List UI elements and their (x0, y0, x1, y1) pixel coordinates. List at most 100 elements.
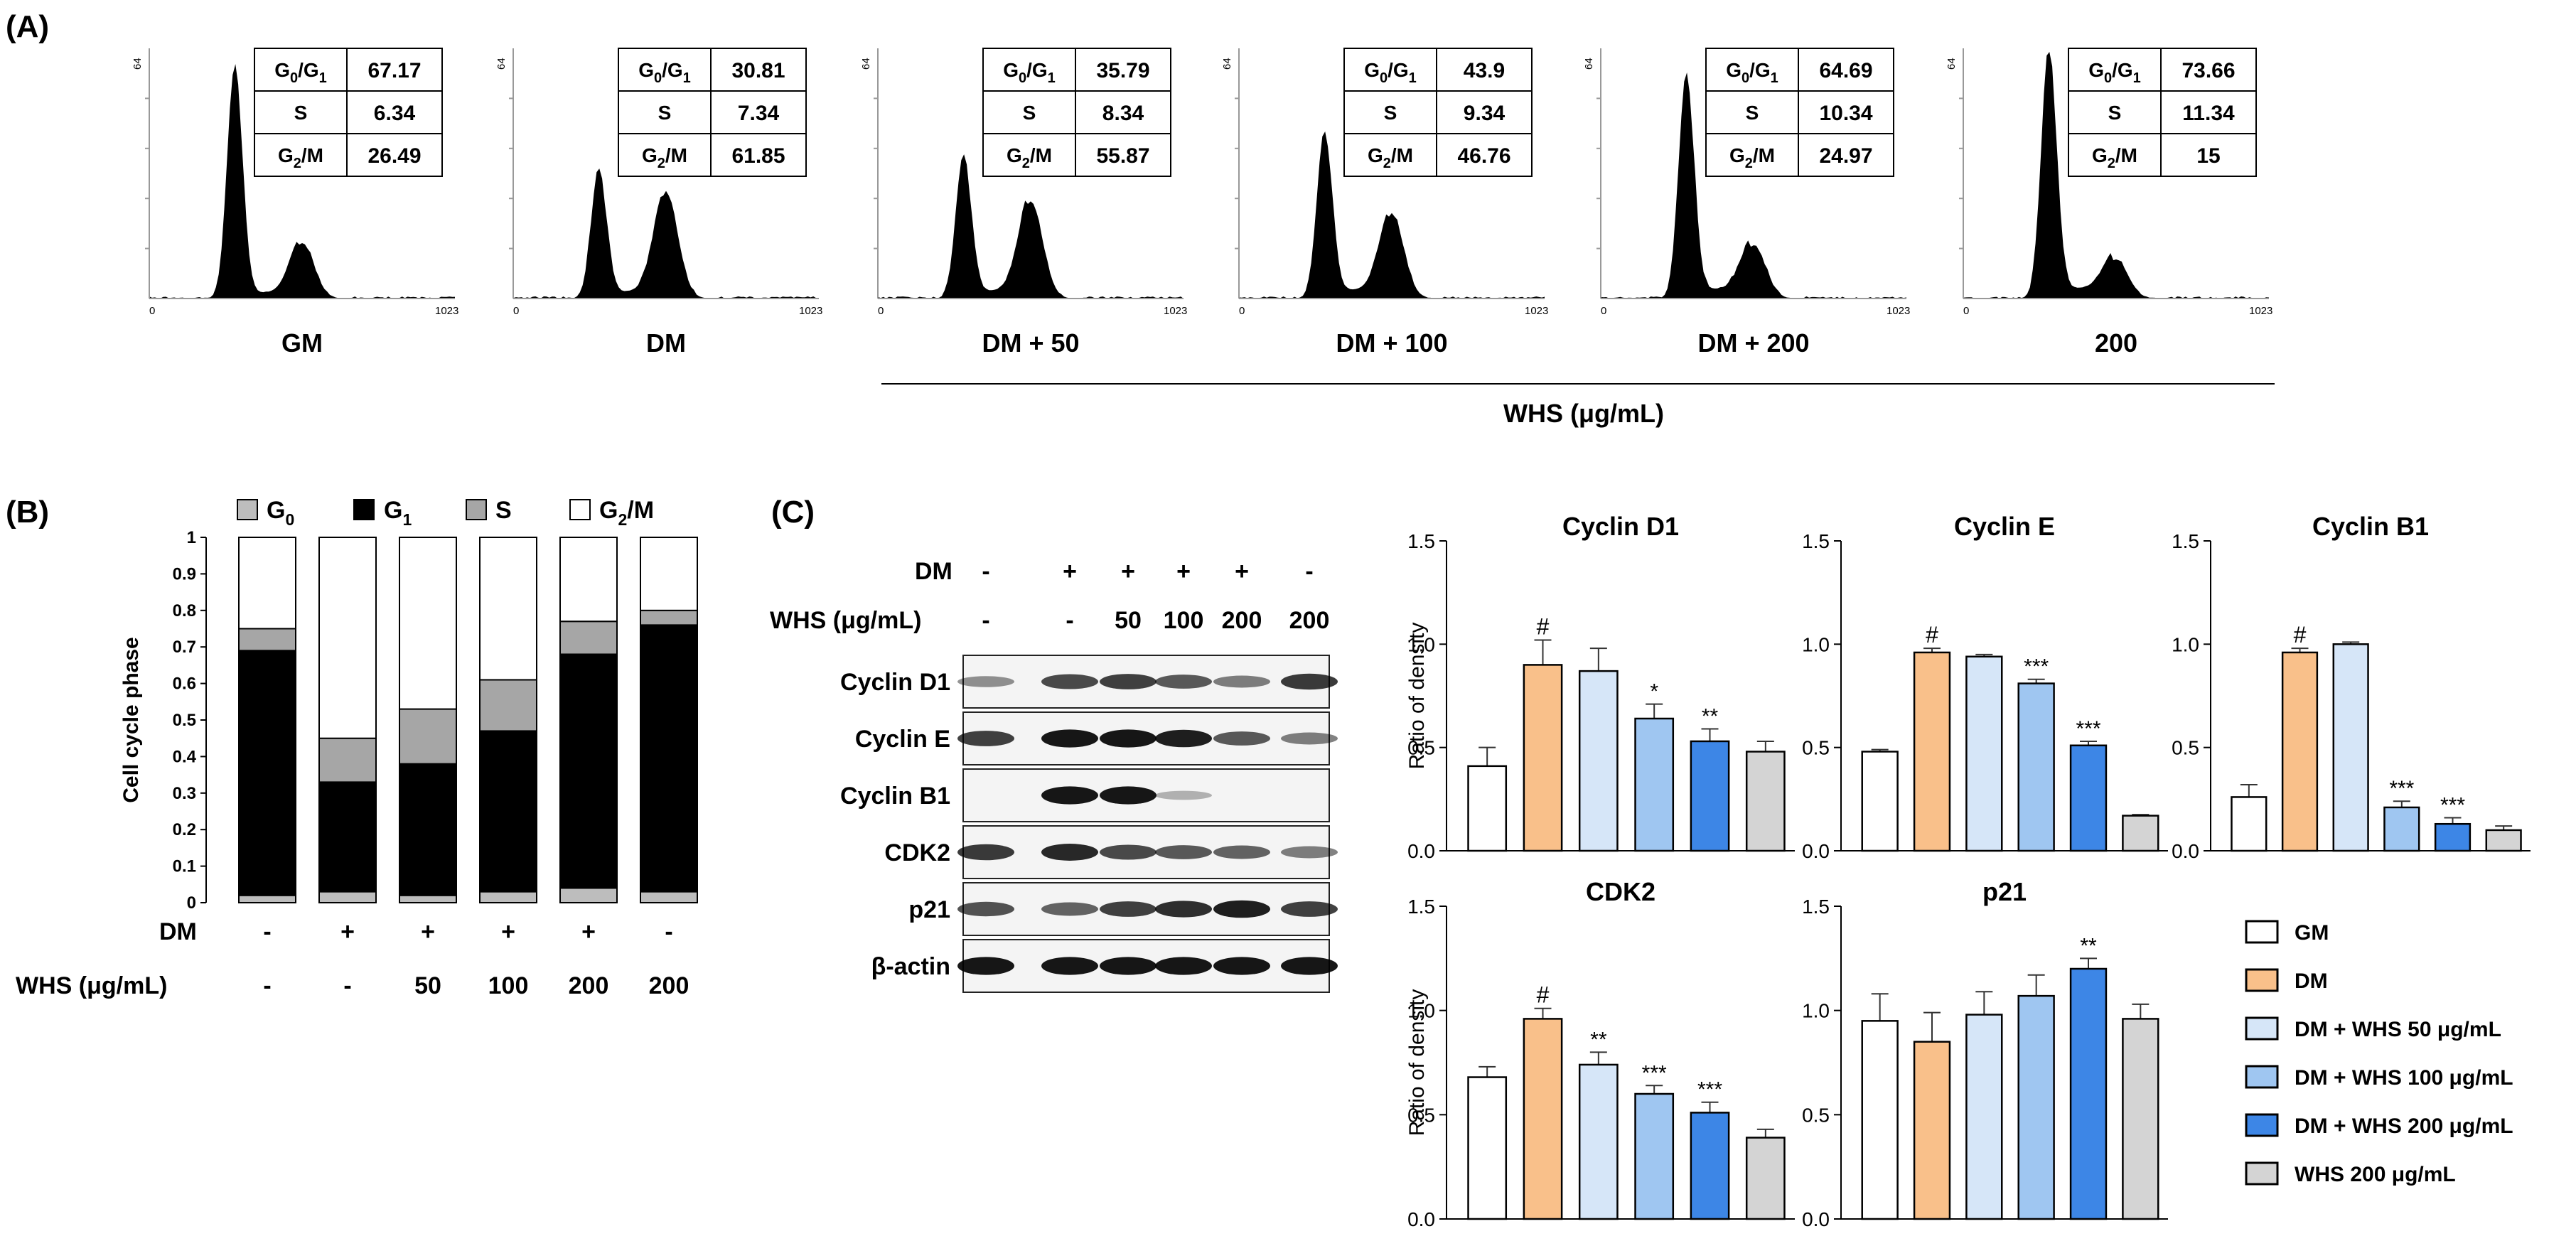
significance-mark: ** (2080, 934, 2097, 957)
density-y-tick-label: 0.5 (1802, 737, 1830, 759)
table-value-g0g1: 64.69 (1819, 59, 1872, 82)
stacked-segment-g1 (239, 650, 296, 895)
flow-axis-top: 64 (860, 58, 872, 70)
flow-axis-zero: 0 (1239, 305, 1245, 317)
dm-sign: + (581, 918, 596, 945)
whs-dose: 50 (414, 972, 441, 999)
density-bar (1579, 671, 1617, 851)
density-bar (1691, 1112, 1729, 1219)
flow-axis-top: 64 (1946, 58, 1958, 70)
table-label-part: 0 (290, 70, 298, 86)
whs-dose: 100 (488, 972, 529, 999)
stacked-segment-s (319, 738, 376, 783)
table-label-part: /G (1388, 59, 1409, 81)
density-bar (2019, 684, 2054, 851)
significance-mark: # (1537, 614, 1550, 640)
table-value-s: 6.34 (374, 102, 416, 125)
significance-mark: *** (1642, 1061, 1667, 1085)
legend-g1-sub: 1 (402, 510, 412, 529)
legend-swatch (570, 500, 590, 520)
blot-dm-sign: + (1121, 558, 1135, 585)
blot-band (1100, 901, 1156, 917)
flow-axis-top: 64 (1583, 58, 1595, 70)
stacked-segment-g0 (319, 892, 376, 903)
table-value-g2m: 15 (2196, 144, 2220, 168)
blot-dm-sign: + (1176, 558, 1191, 585)
table-label-part: 1 (1771, 70, 1778, 86)
flow-panel-label: DM + 50 (982, 328, 1079, 358)
stacked-y-tick-label: 0.9 (173, 564, 196, 584)
flow-panel: 640 1023G0/G1SG2/M35.798.3455.87DM + 50 (860, 48, 1187, 358)
flow-panel-label: 200 (2095, 328, 2137, 358)
flow-axis-end: 1023 (1164, 305, 1187, 317)
flow-axis-top: 64 (495, 58, 508, 70)
table-value-g2m: 26.49 (367, 144, 421, 168)
blot-band (1213, 901, 1270, 918)
table-label-part: G (638, 59, 654, 81)
blot-band (1041, 729, 1098, 747)
table-label-part: /G (662, 59, 683, 81)
blot-whs-label: WHS (μg/mL) (770, 607, 921, 634)
flow-axis-zero: 0 (149, 305, 155, 317)
flow-axis-end: 1023 (1887, 305, 1910, 317)
stacked-segment-s (239, 629, 296, 651)
density-legend-swatch (2246, 1066, 2277, 1087)
table-label-part: G (1729, 144, 1745, 166)
legend-swatch (237, 500, 257, 520)
density-legend-label: DM + WHS 100 μg/mL (2295, 1066, 2513, 1090)
density-legend-swatch (2246, 1163, 2277, 1184)
significance-mark: *** (2389, 777, 2414, 800)
stacked-chart: 00.10.20.30.40.50.60.70.80.91Cell cycle … (16, 497, 697, 999)
density-bar (1862, 1021, 1898, 1219)
stacked-y-tick-label: 0.6 (173, 675, 196, 694)
flow-axis-top: 64 (132, 58, 144, 70)
density-y-tick-label: 0.0 (2172, 840, 2199, 862)
blot-band (1041, 903, 1098, 916)
blot-band (1155, 675, 1212, 689)
flow-cytometry-panels: 640 1023G0/G1SG2/M67.176.3426.49GM640 1023… (132, 48, 2275, 428)
density-subplot: 0.00.51.01.5Ratio of densityCyclin D1#**… (1405, 512, 1795, 862)
table-label-part: 0 (1019, 70, 1026, 86)
flow-axis-zero: 0 (878, 305, 884, 317)
flow-panel: 640 1023G0/G1SG2/M30.817.3461.85DM (495, 48, 822, 358)
blot-band-label: β-actin (871, 953, 950, 980)
stacked-segment-g1 (640, 625, 697, 891)
figure: (A) (B) (C) 640 1023G0/G1SG2/M67.176.3426… (0, 0, 2576, 1241)
blot-dm-label: DM (915, 558, 952, 585)
legend-g1: G1 (384, 497, 412, 529)
table-value-s: 7.34 (738, 102, 780, 125)
blot-band (1281, 901, 1338, 917)
stacked-segment-g2m (239, 537, 296, 629)
table-value-g0g1: 73.66 (2181, 59, 2235, 82)
table-label-s: S (294, 102, 308, 124)
stacked-segment-g0 (480, 892, 537, 903)
density-y-tick-label: 1.5 (1407, 896, 1435, 918)
flow-panel-label: DM + 100 (1336, 328, 1447, 358)
blot-band (957, 957, 1014, 974)
legend-g2m-suffix: /M (627, 497, 654, 524)
stacked-legend: G0 G1 S G2/M (237, 497, 654, 529)
stacked-segment-g0 (399, 896, 456, 903)
density-legend-label: DM (2295, 969, 2328, 993)
legend-s: S (495, 497, 512, 524)
table-label-part: 1 (1048, 70, 1056, 86)
density-y-title: Ratio of density (1405, 989, 1429, 1137)
density-y-tick-label: 0.5 (2172, 737, 2199, 759)
density-legend-label: GM (2295, 921, 2329, 945)
blot-dm-sign: - (1305, 558, 1313, 585)
table-value-g2m: 46.76 (1457, 144, 1510, 168)
blot-whs-dose: 100 (1164, 607, 1204, 634)
density-bar (2071, 746, 2106, 851)
table-label-s: S (1384, 102, 1397, 124)
significance-mark: # (1537, 982, 1550, 1008)
stacked-segment-g0 (239, 896, 296, 903)
blot-band (1155, 845, 1212, 859)
table-value-g0g1: 43.9 (1464, 59, 1505, 82)
table-label-part: 2 (658, 156, 665, 171)
density-legend-label: DM + WHS 200 μg/mL (2295, 1114, 2513, 1138)
stacked-y-tick-label: 0.8 (173, 601, 196, 620)
stacked-y-tick-label: 0.5 (173, 711, 196, 730)
table-label-part: /M (301, 144, 323, 166)
density-bar (2122, 816, 2158, 851)
blot-band (1213, 957, 1270, 974)
